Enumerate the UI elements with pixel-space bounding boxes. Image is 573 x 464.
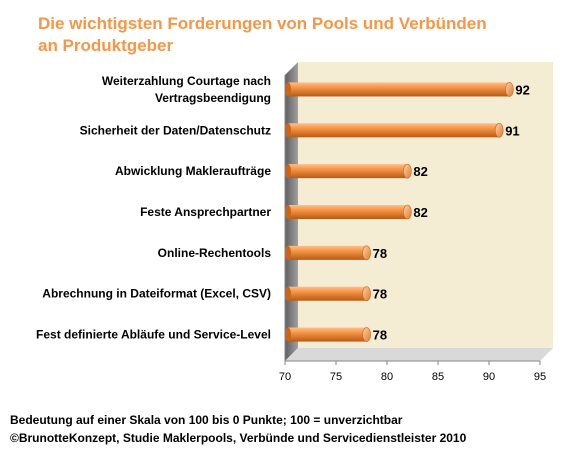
bar-end-cap (403, 204, 412, 220)
category-label: Abrechnung in Dateiformat (Excel, CSV) (42, 287, 271, 301)
bar-end-cap (362, 327, 371, 342)
chart-footer: Bedeutung auf einer Skala von 100 bis 0 … (10, 411, 570, 447)
bar-body (288, 82, 510, 97)
bar-value-label: 78 (373, 287, 387, 302)
bar-value-label: 82 (413, 164, 427, 179)
bar: 78 (285, 245, 387, 261)
bar-end-cap (403, 163, 412, 179)
bar-body (288, 286, 367, 301)
bar-body (288, 245, 367, 260)
category-label: Feste Ansprechpartner (140, 205, 271, 219)
x-tick-label: 70 (279, 371, 291, 383)
bar-start-cap (285, 123, 291, 138)
bar-start-cap (285, 286, 291, 301)
category-labels: Weiterzahlung Courtage nach Vertragsbeend… (36, 74, 271, 342)
bar: 82 (285, 163, 428, 179)
bar-end-cap (362, 245, 371, 261)
bar-body (288, 205, 408, 219)
bar-value-label: 78 (373, 328, 387, 343)
bar-value-label: 91 (505, 123, 519, 138)
x-tick-label: 85 (432, 371, 444, 383)
category-label: Fest definierte Abläufe und Service-Leve… (36, 328, 271, 342)
bar-group: 92 91 82 82 78 78 78 (285, 82, 530, 343)
bar-start-cap (285, 245, 291, 260)
category-label: Sicherheit der Daten/Datenschutz (80, 123, 271, 137)
chart-title-line-1: Die wichtigsten Forderungen von Pools un… (38, 14, 487, 33)
bar-value-label: 92 (515, 82, 529, 97)
chart-title: Die wichtigsten Forderungen von Pools un… (38, 13, 538, 57)
scale-note: Bedeutung auf einer Skala von 100 bis 0 … (10, 413, 403, 427)
chart-title-line-2: an Produktgeber (38, 36, 174, 55)
category-label: Online-Rechentools (158, 246, 272, 260)
bar-end-cap (505, 82, 514, 97)
bar-start-cap (285, 205, 291, 219)
bar-value-label: 82 (413, 205, 427, 220)
bar-body (288, 123, 500, 138)
bar-value-label: 78 (373, 246, 387, 261)
bar: 78 (285, 286, 387, 302)
bar-start-cap (285, 164, 291, 179)
x-tick-label: 75 (330, 371, 342, 383)
bar-end-cap (362, 286, 371, 302)
bar-body (288, 327, 367, 342)
x-axis-ticks: 70 75 80 85 90 95 (279, 361, 546, 383)
x-tick-label: 95 (534, 371, 546, 383)
x-tick-label: 80 (381, 371, 393, 383)
bar: 82 (285, 204, 428, 220)
source-note: ©BrunotteKonzept, Studie Maklerpools, Ve… (10, 431, 467, 445)
category-label: Abwicklung Makleraufträge (115, 164, 271, 178)
bar: 91 (285, 122, 520, 138)
bar: 92 (285, 82, 530, 97)
bar-body (288, 164, 408, 179)
bar-start-cap (285, 82, 291, 97)
bar-start-cap (285, 327, 291, 342)
bar: 78 (285, 327, 387, 343)
category-label: Vertragsbeendigung (155, 91, 271, 105)
chart-floor (285, 348, 553, 361)
bar-end-cap (494, 122, 504, 138)
x-tick-label: 90 (483, 371, 495, 383)
category-label: Weiterzahlung Courtage nach (102, 74, 271, 88)
